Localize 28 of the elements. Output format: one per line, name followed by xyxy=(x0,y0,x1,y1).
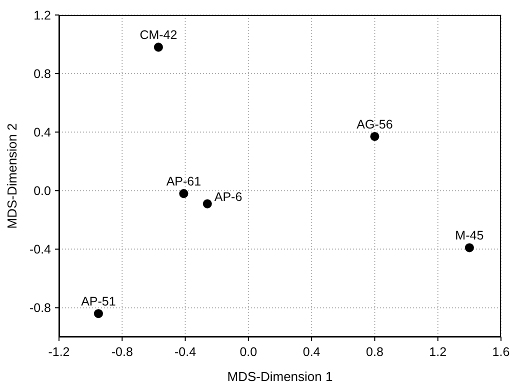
x-tick-label: -0.4 xyxy=(174,344,196,359)
x-axis-title: MDS-Dimension 1 xyxy=(227,369,333,384)
y-axis-title: MDS-Dimension 2 xyxy=(4,123,20,229)
x-tick-label: 1.6 xyxy=(492,344,510,359)
y-tick-label: 1.2 xyxy=(34,8,52,22)
x-tick-label: 1.2 xyxy=(429,344,447,359)
annotation: CM-42 xyxy=(140,28,178,42)
x-tick-label: 0.8 xyxy=(366,344,384,359)
annotation: AP-6 xyxy=(214,190,242,204)
annotation: AP-61 xyxy=(166,174,202,189)
point xyxy=(179,189,188,198)
y-tick-label: -0.4 xyxy=(29,242,52,257)
y-tick-label: -0.8 xyxy=(29,301,52,316)
point xyxy=(464,243,474,252)
annotation: M-45 xyxy=(455,228,484,243)
x-tick-label: 0.4 xyxy=(302,344,320,359)
annotation: AG-56 xyxy=(356,117,393,132)
point xyxy=(370,132,380,141)
point xyxy=(202,199,212,208)
x-tick-label: -0.8 xyxy=(111,344,133,359)
point xyxy=(154,42,163,52)
x-tick-label: -1.2 xyxy=(48,344,70,359)
y-tick-label: 0.0 xyxy=(34,184,52,198)
x-tick-label: 0.0 xyxy=(240,344,258,359)
y-tick-label: 0.4 xyxy=(34,126,52,140)
annotation: AP-51 xyxy=(81,294,116,309)
point xyxy=(94,309,103,318)
y-tick-label: 0.8 xyxy=(34,66,52,81)
